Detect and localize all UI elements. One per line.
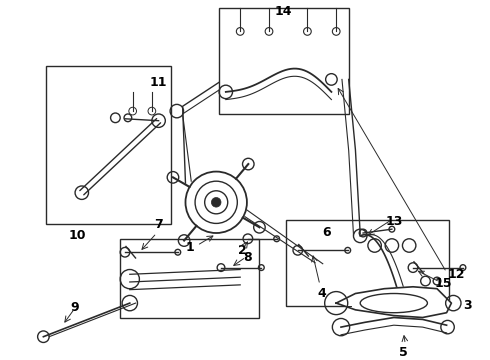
Text: 14: 14 xyxy=(275,5,292,18)
Circle shape xyxy=(211,198,221,207)
Text: 6: 6 xyxy=(322,226,331,239)
Text: 4: 4 xyxy=(318,287,326,300)
Text: 10: 10 xyxy=(68,229,86,242)
Bar xyxy=(219,8,349,114)
Ellipse shape xyxy=(360,293,427,313)
Text: 3: 3 xyxy=(463,300,471,312)
Text: 11: 11 xyxy=(150,76,168,89)
Text: 13: 13 xyxy=(385,215,402,228)
Bar xyxy=(46,66,171,224)
Polygon shape xyxy=(336,287,451,318)
Text: 9: 9 xyxy=(71,301,79,314)
Text: 2: 2 xyxy=(238,244,246,257)
Bar xyxy=(286,220,449,306)
Text: 12: 12 xyxy=(447,268,465,281)
Text: 7: 7 xyxy=(154,218,163,231)
Text: 15: 15 xyxy=(435,278,452,291)
Bar xyxy=(120,239,259,318)
Text: 8: 8 xyxy=(244,252,252,265)
Text: 5: 5 xyxy=(399,346,408,359)
Text: 1: 1 xyxy=(186,241,195,254)
